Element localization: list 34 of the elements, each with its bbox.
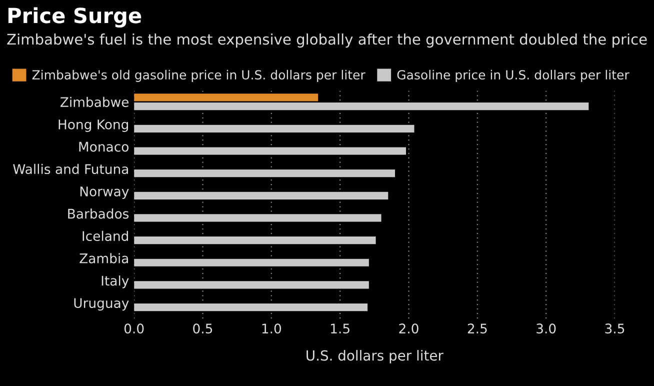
- bar: [134, 102, 589, 110]
- y-tick-label: Hong Kong: [58, 120, 128, 132]
- bar: [134, 281, 369, 289]
- y-tick-label: Norway: [80, 186, 129, 199]
- x-tick-label: 0.5: [193, 324, 212, 334]
- bar: [134, 94, 318, 102]
- y-tick-label: Wallis and Futuna: [13, 164, 128, 174]
- bar: [134, 214, 382, 222]
- y-tick-label: Uruguay: [74, 298, 129, 311]
- legend-label: Zimbabwe's old gasoline price in U.S. dollars per liter: [32, 70, 366, 82]
- y-tick-label: Barbados: [68, 208, 129, 219]
- legend-label: Gasoline price in U.S. dollars per liter: [397, 70, 630, 82]
- x-axis-title: U.S. dollars per liter: [306, 350, 444, 364]
- x-tick-label: 1.0: [262, 324, 282, 334]
- y-tick-label: Monaco: [79, 142, 128, 152]
- x-tick-label: 2.0: [399, 324, 418, 334]
- bar: [134, 303, 368, 312]
- chart-subtitle: Zimbabwe's fuel is the most expensive globally after the government doubled the price: [7, 33, 647, 48]
- bar: [134, 236, 376, 244]
- chart-title: Price Surge: [8, 7, 142, 28]
- x-tick-label: 2.5: [468, 324, 487, 334]
- x-tick-label: 0.0: [124, 324, 144, 334]
- bar: [134, 147, 406, 155]
- bar: [134, 258, 369, 266]
- y-tick-label: Zambia: [80, 253, 128, 264]
- bar: [134, 170, 396, 178]
- y-tick-label: Iceland: [82, 230, 128, 242]
- bar: [134, 124, 414, 132]
- y-tick-label: Zimbabwe: [60, 96, 129, 108]
- x-tick-label: 1.5: [331, 324, 350, 334]
- bar: [134, 192, 388, 200]
- x-tick-label: 3.5: [605, 324, 624, 334]
- y-tick-label: Italy: [102, 275, 129, 288]
- x-tick-label: 3.0: [536, 324, 556, 334]
